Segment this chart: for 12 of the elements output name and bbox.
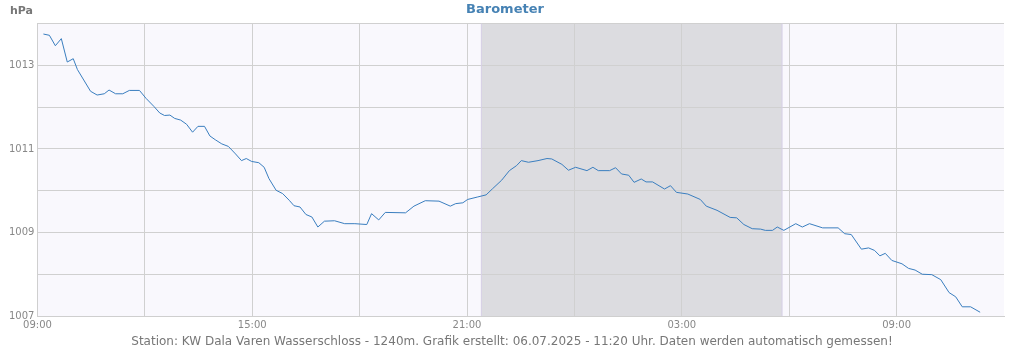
- x-tick-label: 09:00: [23, 318, 52, 330]
- y-tick-label: 1011: [9, 142, 35, 154]
- chart-title: Barometer: [466, 1, 545, 17]
- x-tick-label: 21:00: [452, 318, 482, 330]
- y-axis-title: hPa: [10, 3, 34, 17]
- text: Station: KW Dala Varen Wasserschloss - 1240m. Grafik erstellt: 06.07.2025 - 11:20 Uhr. Daten werden automatisch gemessen!: [131, 334, 893, 348]
- x-tick-label: 03:00: [667, 318, 697, 330]
- x-tick-label: 15:00: [237, 318, 267, 330]
- x-tick-label: 09:00: [882, 318, 912, 330]
- y-tick-label: 1009: [9, 226, 35, 238]
- y-tick-label: 1007: [9, 309, 35, 321]
- y-tick-label: 1013: [9, 58, 35, 70]
